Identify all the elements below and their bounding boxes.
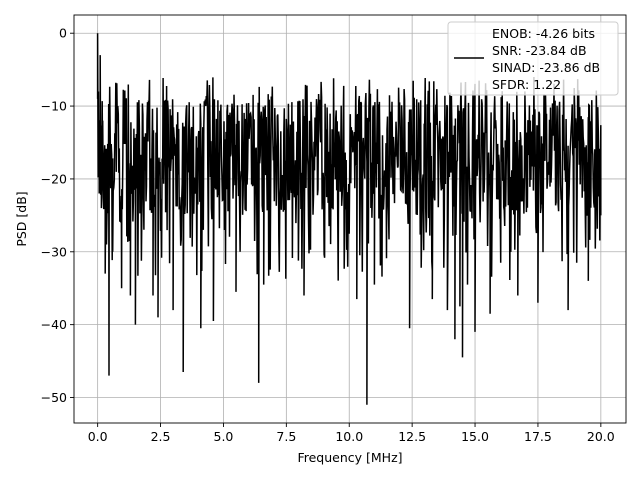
x-axis-label: Frequency [MHz] — [297, 450, 402, 465]
legend-box — [447, 21, 619, 96]
legend-snr: SNR: -23.84 dB — [492, 43, 587, 58]
x-tick-label: 2.5 — [151, 429, 171, 444]
x-tick-label: 17.5 — [524, 429, 552, 444]
y-axis-label: PSD [dB] — [14, 191, 29, 246]
x-tick-label: 12.5 — [398, 429, 426, 444]
axes-frame — [73, 14, 627, 424]
x-tick-label: 0.0 — [88, 429, 108, 444]
x-tick-label: 5.0 — [214, 429, 234, 444]
x-tick-label: 7.5 — [276, 429, 296, 444]
y-tick-label: −30 — [41, 244, 67, 259]
x-tick-label: 10.0 — [335, 429, 363, 444]
x-tick-label: 20.0 — [587, 429, 615, 444]
y-tick-label: −50 — [41, 390, 67, 405]
y-axis-ticks: 0 −10 −20 −30 −40 −50 — [41, 26, 74, 405]
y-tick-label: −10 — [41, 99, 67, 114]
legend-sfdr: SFDR: 1.22 — [492, 77, 561, 92]
legend: ENOB: -4.26 bits SNR: -23.84 dB SINAD: -… — [447, 21, 619, 96]
y-tick-label: −20 — [41, 171, 67, 186]
y-tick-label: 0 — [59, 26, 67, 41]
x-axis-ticks: 0.0 2.5 5.0 7.5 10.0 12.5 15.0 17.5 20.0 — [88, 423, 615, 444]
legend-enob: ENOB: -4.26 bits — [492, 26, 595, 41]
x-tick-label: 15.0 — [461, 429, 489, 444]
legend-sinad: SINAD: -23.86 dB — [492, 60, 600, 75]
y-tick-label: −40 — [41, 317, 67, 332]
plot-area — [96, 33, 602, 405]
psd-series-line — [96, 33, 602, 405]
